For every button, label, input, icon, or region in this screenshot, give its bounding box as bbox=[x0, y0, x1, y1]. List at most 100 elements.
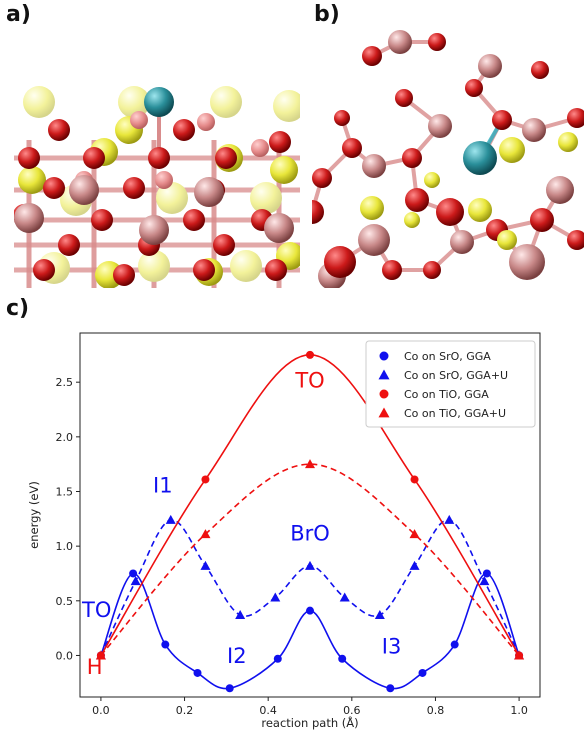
strontium-atom bbox=[558, 132, 578, 152]
oxygen-atom bbox=[91, 209, 113, 231]
oxygen-atom bbox=[465, 79, 483, 97]
oxygen-atom bbox=[312, 168, 332, 188]
data-point bbox=[386, 684, 395, 693]
data-point bbox=[235, 610, 246, 620]
oxygen-atom bbox=[215, 147, 237, 169]
data-point bbox=[306, 606, 314, 615]
data-point bbox=[200, 560, 211, 570]
strontium-atom bbox=[156, 182, 188, 214]
legend-box bbox=[365, 340, 536, 428]
data-point bbox=[339, 592, 350, 602]
data-point bbox=[306, 350, 314, 359]
oxygen-atom bbox=[265, 259, 287, 281]
data-point bbox=[409, 529, 420, 539]
annotation-label: I3 bbox=[382, 634, 402, 658]
oxygen-atom bbox=[423, 261, 441, 279]
oxygen-atom bbox=[428, 33, 446, 51]
titanium-atom bbox=[546, 176, 574, 204]
oxygen-atom bbox=[213, 234, 235, 256]
oxygen-atom bbox=[324, 246, 356, 278]
data-point bbox=[409, 560, 420, 570]
oxygen-atom bbox=[362, 46, 382, 66]
strontium-atom bbox=[250, 182, 282, 214]
y-tick-label: 2.0 bbox=[56, 431, 74, 444]
data-point bbox=[482, 569, 491, 578]
y-tick-label: 1.0 bbox=[56, 540, 74, 553]
oxygen-atom bbox=[334, 110, 350, 126]
data-point bbox=[374, 610, 385, 620]
legend-entry: Co on SrO, GGA+U bbox=[404, 369, 508, 382]
oxygen-atom bbox=[173, 119, 195, 141]
structure-side-view-drawing bbox=[14, 86, 300, 288]
titanium-atom bbox=[522, 118, 546, 142]
titanium-atom bbox=[450, 230, 474, 254]
strontium-atom bbox=[210, 86, 242, 118]
cobalt-atom bbox=[144, 87, 174, 117]
oxygen-atom bbox=[148, 147, 170, 169]
x-axis-label: reaction path (Å) bbox=[261, 715, 358, 730]
plot-area-frame bbox=[79, 332, 541, 698]
annotation-label: BrO bbox=[290, 522, 330, 546]
oxygen-atom bbox=[312, 200, 324, 224]
oxygen-atom bbox=[395, 89, 413, 107]
data-point bbox=[305, 459, 315, 469]
titanium-atom bbox=[362, 154, 386, 178]
data-point bbox=[273, 654, 282, 663]
oxygen-atom bbox=[567, 230, 584, 250]
strontium-atom bbox=[273, 90, 300, 122]
oxygen-atom bbox=[113, 264, 135, 286]
data-point bbox=[450, 640, 459, 649]
oxygen-atom bbox=[130, 111, 148, 129]
oxygen-atom bbox=[436, 198, 464, 226]
titanium-atom bbox=[264, 213, 294, 243]
y-tick-label: 2.5 bbox=[56, 376, 74, 389]
panel-b-label: b) bbox=[314, 2, 340, 27]
legend-marker bbox=[378, 369, 390, 380]
data-point bbox=[201, 475, 210, 484]
strontium-atom bbox=[138, 250, 170, 282]
oxygen-atom bbox=[567, 108, 584, 128]
structure-top-view-drawing bbox=[312, 30, 584, 288]
y-tick-label: 0.5 bbox=[56, 595, 74, 608]
data-point bbox=[410, 475, 419, 484]
oxygen-atom bbox=[402, 148, 422, 168]
data-point bbox=[270, 592, 281, 602]
strontium-atom bbox=[118, 86, 150, 118]
oxygen-atom bbox=[197, 113, 215, 131]
data-point bbox=[338, 654, 347, 663]
strontium-atom bbox=[23, 86, 55, 118]
oxygen-atom bbox=[530, 208, 554, 232]
x-tick-label: 0.6 bbox=[343, 704, 361, 717]
y-tick-label: 0.0 bbox=[56, 649, 74, 662]
oxygen-atom bbox=[43, 177, 65, 199]
annotation-label: H bbox=[87, 655, 103, 679]
titanium-atom bbox=[388, 30, 412, 54]
annotation-label: I1 bbox=[153, 474, 173, 498]
oxygen-atom bbox=[18, 147, 40, 169]
strontium-atom bbox=[497, 230, 517, 250]
strontium-atom bbox=[270, 156, 298, 184]
oxygen-atom bbox=[531, 61, 549, 79]
legend-marker bbox=[379, 351, 389, 361]
strontium-atom bbox=[468, 198, 492, 222]
oxygen-atom bbox=[123, 177, 145, 199]
x-tick-label: 0.0 bbox=[92, 704, 110, 717]
oxygen-atom bbox=[269, 131, 291, 153]
oxygen-atom bbox=[58, 234, 80, 256]
oxygen-atom bbox=[251, 139, 269, 157]
strontium-atom bbox=[360, 196, 384, 220]
data-point bbox=[165, 514, 176, 524]
oxygen-atom bbox=[155, 171, 173, 189]
data-point bbox=[305, 560, 315, 570]
x-tick-label: 0.8 bbox=[427, 704, 445, 717]
y-axis-label: energy (eV) bbox=[27, 481, 41, 549]
titanium-atom bbox=[14, 203, 44, 233]
series-line bbox=[100, 463, 520, 656]
oxygen-atom bbox=[382, 260, 402, 280]
annotation-label: TO bbox=[81, 598, 111, 622]
oxygen-atom bbox=[492, 110, 512, 130]
data-point bbox=[129, 569, 138, 578]
data-point bbox=[515, 651, 524, 660]
strontium-atom bbox=[230, 250, 262, 282]
